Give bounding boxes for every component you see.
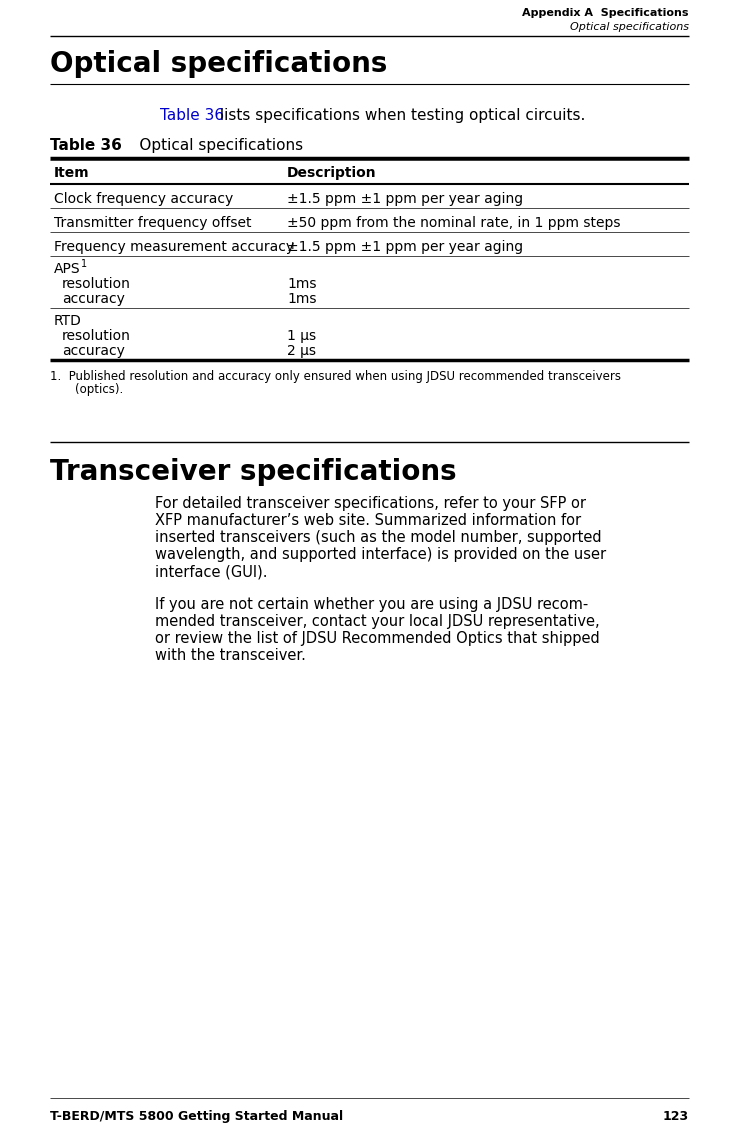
Text: accuracy: accuracy	[62, 292, 125, 306]
Text: ±1.5 ppm ±1 ppm per year aging: ±1.5 ppm ±1 ppm per year aging	[287, 192, 523, 206]
Text: resolution: resolution	[62, 329, 131, 343]
Text: APS: APS	[54, 262, 81, 277]
Text: wavelength, and supported interface) is provided on the user: wavelength, and supported interface) is …	[155, 547, 606, 562]
Text: 1.  Published resolution and accuracy only ensured when using JDSU recommended t: 1. Published resolution and accuracy onl…	[50, 370, 621, 384]
Text: 1 μs: 1 μs	[287, 329, 316, 343]
Text: For detailed transceiver specifications, refer to your SFP or: For detailed transceiver specifications,…	[155, 496, 586, 511]
Text: Clock frequency accuracy: Clock frequency accuracy	[54, 192, 234, 206]
Text: 2 μs: 2 μs	[287, 344, 316, 358]
Text: Optical specifications: Optical specifications	[50, 50, 387, 79]
Text: Transceiver specifications: Transceiver specifications	[50, 457, 457, 486]
Text: inserted transceivers (such as the model number, supported: inserted transceivers (such as the model…	[155, 530, 602, 545]
Text: XFP manufacturer’s web site. Summarized information for: XFP manufacturer’s web site. Summarized …	[155, 513, 581, 528]
Text: ±1.5 ppm ±1 ppm per year aging: ±1.5 ppm ±1 ppm per year aging	[287, 240, 523, 254]
Text: 123: 123	[663, 1110, 689, 1123]
Text: If you are not certain whether you are using a JDSU recom-: If you are not certain whether you are u…	[155, 597, 588, 612]
Text: with the transceiver.: with the transceiver.	[155, 648, 306, 663]
Text: 1: 1	[81, 259, 87, 269]
Text: Optical specifications: Optical specifications	[115, 138, 303, 152]
Text: lists specifications when testing optical circuits.: lists specifications when testing optica…	[215, 108, 585, 123]
Text: 1ms: 1ms	[287, 292, 316, 306]
Text: Table 36: Table 36	[160, 108, 224, 123]
Text: ±50 ppm from the nominal rate, in 1 ppm steps: ±50 ppm from the nominal rate, in 1 ppm …	[287, 216, 621, 230]
Text: Transmitter frequency offset: Transmitter frequency offset	[54, 216, 251, 230]
Text: T-BERD/MTS 5800 Getting Started Manual: T-BERD/MTS 5800 Getting Started Manual	[50, 1110, 343, 1123]
Text: Table 36: Table 36	[50, 138, 122, 152]
Text: Description: Description	[287, 166, 377, 180]
Text: Item: Item	[54, 166, 89, 180]
Text: RTD: RTD	[54, 314, 82, 328]
Text: Optical specifications: Optical specifications	[570, 22, 689, 32]
Text: 1ms: 1ms	[287, 277, 316, 291]
Text: accuracy: accuracy	[62, 344, 125, 358]
Text: Appendix A  Specifications: Appendix A Specifications	[522, 8, 689, 18]
Text: interface (GUI).: interface (GUI).	[155, 564, 268, 579]
Text: mended transceiver, contact your local JDSU representative,: mended transceiver, contact your local J…	[155, 615, 599, 629]
Text: resolution: resolution	[62, 277, 131, 291]
Text: Frequency measurement accuracy: Frequency measurement accuracy	[54, 240, 294, 254]
Text: or review the list of JDSU Recommended Optics that shipped: or review the list of JDSU Recommended O…	[155, 630, 600, 646]
Text: (optics).: (optics).	[60, 384, 123, 396]
